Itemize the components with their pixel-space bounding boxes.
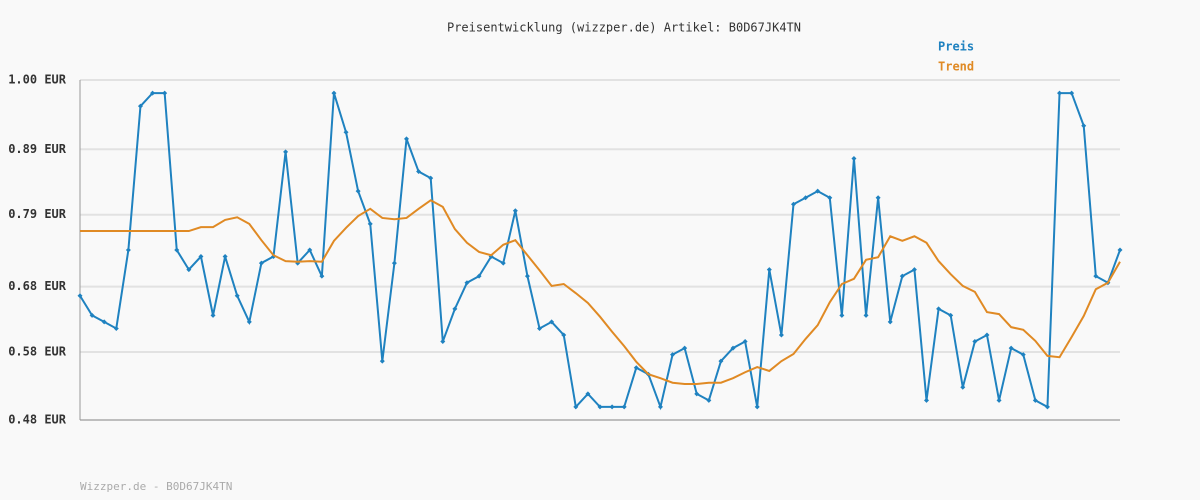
y-tick-label: 0.89 EUR bbox=[8, 142, 67, 156]
point bbox=[234, 293, 240, 299]
point bbox=[670, 352, 676, 358]
point bbox=[307, 247, 313, 253]
point bbox=[911, 267, 917, 273]
point bbox=[440, 339, 446, 345]
point bbox=[1117, 247, 1123, 253]
point bbox=[561, 332, 567, 338]
point bbox=[875, 195, 881, 201]
y-tick-label: 0.58 EUR bbox=[8, 345, 67, 359]
point bbox=[851, 155, 857, 161]
point bbox=[960, 384, 966, 390]
point bbox=[416, 169, 422, 175]
point bbox=[222, 254, 228, 260]
point bbox=[500, 260, 506, 266]
point bbox=[150, 90, 156, 96]
point bbox=[815, 188, 821, 194]
point bbox=[887, 319, 893, 325]
point bbox=[996, 397, 1002, 403]
y-tick-label: 0.79 EUR bbox=[8, 207, 67, 221]
point bbox=[1044, 404, 1050, 410]
point bbox=[1069, 90, 1075, 96]
point bbox=[428, 175, 434, 181]
point bbox=[246, 319, 252, 325]
point bbox=[343, 129, 349, 135]
point bbox=[778, 332, 784, 338]
point bbox=[790, 201, 796, 207]
point bbox=[1081, 123, 1087, 129]
y-tick-label: 1.00 EUR bbox=[8, 73, 67, 87]
point bbox=[404, 136, 410, 142]
footer: Wizzper.de - B0D67JK4TN bbox=[80, 480, 232, 493]
chart-title: Preisentwicklung (wizzper.de) Artikel: B… bbox=[447, 21, 801, 35]
legend-label: Preis bbox=[938, 40, 974, 54]
point bbox=[682, 345, 688, 351]
point bbox=[367, 221, 373, 227]
point bbox=[863, 312, 869, 318]
point bbox=[379, 358, 385, 364]
line bbox=[80, 199, 1121, 386]
point bbox=[597, 404, 603, 410]
point bbox=[936, 306, 942, 312]
point bbox=[585, 391, 591, 397]
point bbox=[198, 254, 204, 260]
point bbox=[524, 273, 530, 279]
point bbox=[101, 319, 107, 325]
point bbox=[1008, 345, 1014, 351]
point bbox=[924, 397, 930, 403]
point bbox=[899, 273, 905, 279]
point bbox=[512, 208, 518, 214]
point bbox=[162, 90, 168, 96]
point bbox=[984, 332, 990, 338]
point bbox=[210, 312, 216, 318]
point bbox=[609, 404, 615, 410]
point bbox=[621, 404, 627, 410]
point bbox=[766, 267, 772, 273]
point bbox=[803, 195, 809, 201]
point bbox=[730, 345, 736, 351]
point bbox=[331, 90, 337, 96]
point bbox=[319, 273, 325, 279]
point bbox=[174, 247, 180, 253]
point bbox=[694, 391, 700, 397]
point bbox=[657, 404, 663, 410]
point bbox=[633, 365, 639, 371]
point bbox=[827, 195, 833, 201]
point bbox=[125, 247, 131, 253]
point bbox=[1057, 90, 1063, 96]
point bbox=[186, 267, 192, 273]
point bbox=[1020, 352, 1026, 358]
point bbox=[718, 358, 724, 364]
y-tick-label: 0.68 EUR bbox=[8, 279, 67, 293]
point bbox=[573, 404, 579, 410]
point bbox=[137, 103, 143, 109]
point bbox=[839, 312, 845, 318]
point bbox=[258, 260, 264, 266]
point bbox=[464, 280, 470, 286]
point bbox=[283, 149, 289, 155]
point bbox=[754, 404, 760, 410]
point bbox=[742, 339, 748, 345]
point bbox=[77, 293, 83, 299]
point bbox=[391, 260, 397, 266]
point bbox=[89, 312, 95, 318]
point bbox=[706, 397, 712, 403]
legend-label: Trend bbox=[938, 60, 974, 74]
point bbox=[972, 339, 978, 345]
point bbox=[1032, 397, 1038, 403]
point bbox=[1093, 273, 1099, 279]
y-tick-label: 0.48 EUR bbox=[8, 413, 67, 427]
point bbox=[537, 325, 543, 331]
point bbox=[549, 319, 555, 325]
point bbox=[476, 273, 482, 279]
point bbox=[948, 312, 954, 318]
point bbox=[452, 306, 458, 312]
point bbox=[355, 188, 361, 194]
point bbox=[113, 325, 119, 331]
